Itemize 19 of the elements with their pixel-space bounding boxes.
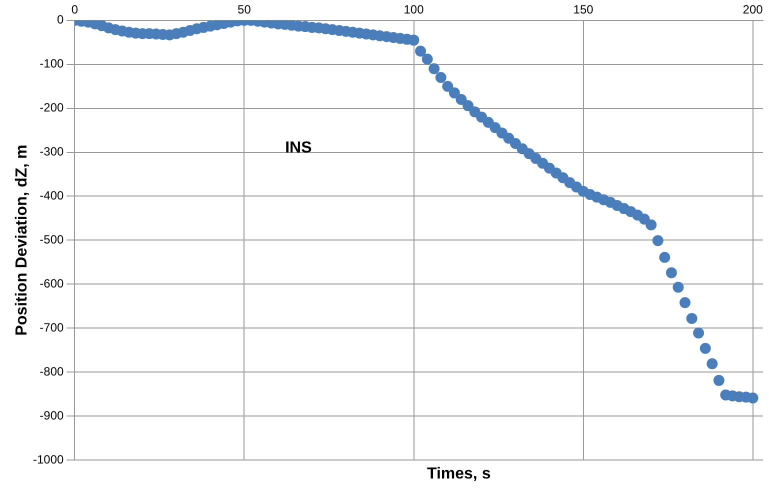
- y-tick-label: 0: [57, 12, 64, 27]
- x-axis-title: Times, s: [426, 465, 491, 482]
- x-tick-label: 0: [71, 2, 78, 17]
- y-tick-label: -200: [40, 100, 64, 115]
- y-axis-title: Position Deviation, dZ, m: [13, 144, 30, 336]
- y-tick-label: -600: [40, 276, 64, 290]
- y-tick-label: -1000: [32, 452, 64, 466]
- y-tick-label: -800: [40, 364, 64, 378]
- y-tick-label: -500: [40, 232, 64, 247]
- y-tick-label: -900: [40, 408, 64, 422]
- y-tick-label: -100: [40, 56, 64, 71]
- x-tick-label: 200: [742, 2, 764, 17]
- x-tick-label: 50: [238, 2, 252, 17]
- y-tick-label: -400: [40, 188, 64, 203]
- x-tick-label: 100: [404, 2, 424, 17]
- annotation: INS: [285, 139, 312, 156]
- y-tick-label: -300: [40, 144, 64, 159]
- y-tick-label: -700: [40, 320, 64, 334]
- x-tick-label: 150: [573, 2, 594, 17]
